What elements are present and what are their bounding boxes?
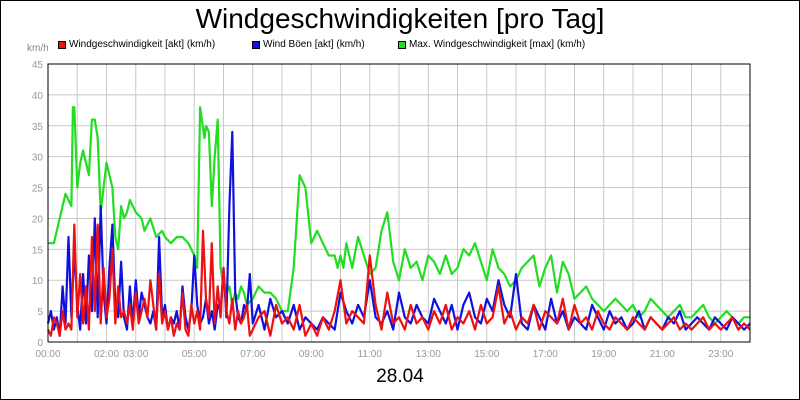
legend-label-max: Max. Windgeschwindigkeit [max] (km/h): [409, 39, 586, 50]
y-tick-label: 20: [32, 214, 44, 225]
y-tick-label: 5: [37, 307, 43, 318]
x-axis-ticks: 00:00 02:00 03:00 05:00 07:00 09:00 11:00 13:00…: [35, 349, 733, 360]
x-tick-label: 15:00: [474, 349, 499, 360]
series-lines: [46, 106, 751, 337]
x-tick-label: 19:00: [591, 349, 616, 360]
series-windspeed-line: [47, 223, 751, 337]
y-tick-label: 15: [32, 245, 44, 256]
chart-title: Windgeschwindigkeiten [pro Tag]: [195, 3, 605, 34]
y-tick-label: 40: [32, 91, 44, 102]
y-axis-ticks: 0 5 10 15 20 25 30 35 40 45: [32, 60, 44, 349]
plot-border: [47, 63, 751, 343]
y-tick-label: 35: [32, 122, 44, 133]
legend-swatch-windspeed: [58, 41, 66, 49]
y-tick-label: 30: [32, 153, 44, 164]
y-tick-label: 25: [32, 184, 44, 195]
legend-label-windspeed: Windgeschwindigkeit [akt] (km/h): [69, 39, 216, 50]
x-tick-label: 09:00: [299, 349, 324, 360]
x-tick-label: 11:00: [358, 349, 383, 360]
x-tick-label: 21:00: [650, 349, 675, 360]
legend-swatch-gusts: [252, 41, 260, 49]
date-label: 28.04: [376, 366, 424, 387]
y-tick-label: 10: [32, 276, 44, 287]
x-tick-label: 00:00: [35, 349, 60, 360]
series-max-windspeed-line: [48, 106, 750, 325]
x-tick-label: 13:00: [416, 349, 441, 360]
x-tick-label: 07:00: [240, 349, 265, 360]
x-tick-label: 17:00: [533, 349, 558, 360]
y-tick-label: 45: [32, 60, 44, 71]
legend-swatch-max: [398, 41, 406, 49]
y-tick-label: 0: [37, 338, 43, 349]
y-unit-label: km/h: [27, 43, 49, 54]
x-tick-label: 02:00: [94, 349, 119, 360]
x-tick-label: 05:00: [182, 349, 207, 360]
legend-label-gusts: Wind Böen [akt] (km/h): [263, 39, 365, 50]
x-tick-label: 03:00: [123, 349, 148, 360]
x-tick-label: 23:00: [708, 349, 733, 360]
